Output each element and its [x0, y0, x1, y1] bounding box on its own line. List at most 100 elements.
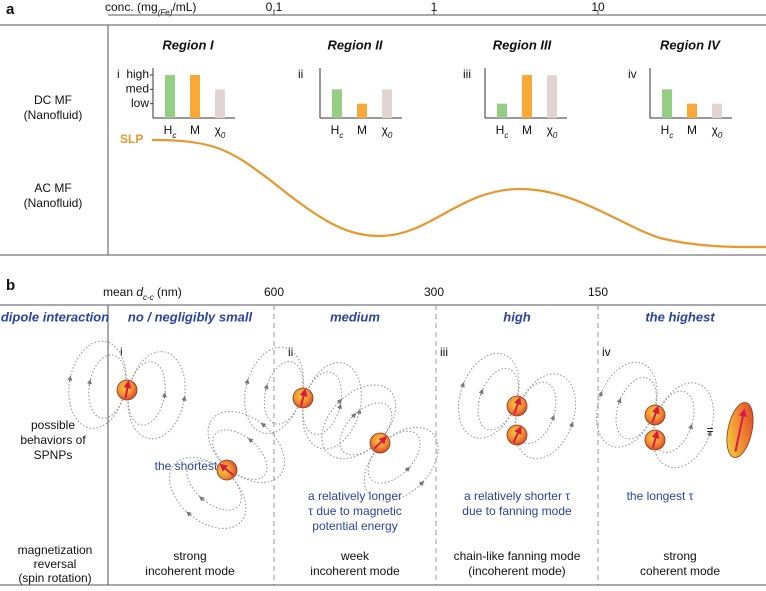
bar-label-part: H — [496, 123, 505, 137]
bar-label-part: c — [172, 131, 176, 140]
field-line — [168, 456, 247, 530]
axis-tick-label: 0.1 — [266, 0, 283, 14]
bar-label-part: χ — [382, 123, 389, 137]
reversal-mode: chain-like fanning mode — [454, 549, 581, 563]
moment-arrow — [219, 463, 234, 476]
bar-label-part: c — [339, 131, 343, 140]
row-label: reversal — [34, 557, 77, 571]
particle — [244, 346, 362, 450]
note: potential energy — [312, 519, 397, 533]
level-label: med — [126, 82, 149, 96]
field-arrow — [247, 437, 254, 444]
bar — [522, 75, 532, 118]
note: the longest τ — [627, 489, 694, 503]
axis-label-part: (nm) — [154, 285, 182, 299]
bar-label-part: H — [164, 123, 173, 137]
region-title: Region II — [328, 37, 383, 52]
row-label: DC MF — [34, 93, 72, 107]
bar-label: χ0 — [215, 123, 226, 139]
field-arrow — [67, 375, 73, 382]
bar-label: Hc — [164, 123, 177, 139]
reversal-mode: strong — [173, 549, 206, 563]
reversal-mode: incoherent mode — [310, 564, 400, 578]
field-arrow — [616, 397, 622, 405]
particle — [644, 429, 666, 451]
axis-tick-label: 300 — [424, 285, 444, 299]
bar — [547, 75, 557, 118]
bar — [712, 103, 722, 118]
bar-label-part: M — [357, 123, 367, 137]
bar-label-part: c — [504, 131, 508, 140]
field-arrow — [336, 398, 343, 405]
bar-label-part: 0 — [388, 131, 393, 140]
column-header: no / negligibly small — [128, 309, 253, 324]
row-label: (Nanofluid) — [24, 108, 83, 122]
field-arrow — [244, 378, 250, 386]
axis-label-part: d — [136, 285, 143, 299]
bar — [497, 103, 507, 118]
axis-label-part: (Fe) — [158, 8, 173, 17]
bar-label-part: χ — [215, 123, 222, 137]
field-arrow — [550, 414, 555, 422]
row-label: possible — [31, 418, 75, 432]
axis-label-part: c-c — [143, 293, 154, 302]
bar-label: Hc — [496, 123, 509, 139]
bar-label: χ0 — [712, 123, 723, 139]
moment-arrow — [512, 425, 522, 443]
row-label: SPNPs — [34, 448, 73, 462]
axis-label: mean dc-c (nm) — [103, 285, 182, 301]
field-arrow — [706, 430, 712, 437]
row-label: magnetization — [18, 543, 93, 557]
bar-label-part: χ — [547, 123, 554, 137]
bar-label: M — [357, 123, 367, 137]
bar-label-part: 0 — [718, 131, 723, 140]
particle — [67, 340, 187, 440]
bar-label-part: H — [661, 123, 670, 137]
axis-label-part: mean — [103, 285, 136, 299]
reversal-mode: strong — [663, 549, 696, 563]
field-arrow — [404, 466, 411, 472]
axis-tick-label: 150 — [588, 285, 608, 299]
level-label: low — [131, 96, 149, 110]
roman-numeral: i — [117, 67, 120, 81]
field-arrow — [199, 496, 205, 502]
equals-sign: = — [706, 423, 713, 437]
field-arrow — [688, 423, 693, 431]
moment-arrow — [513, 396, 522, 414]
particle — [457, 352, 577, 460]
bar-label: M — [190, 123, 200, 137]
merged-particle — [726, 402, 754, 458]
slp-curve — [151, 138, 766, 249]
bar-label-part: χ — [712, 123, 719, 137]
note: τ due to magnetic — [308, 504, 401, 518]
axis-tick-label: 10 — [591, 0, 605, 14]
row-label: (spin rotation) — [18, 571, 91, 585]
field-arrow — [356, 408, 362, 416]
reversal-mode: incoherent mode — [145, 564, 235, 578]
bar — [190, 75, 200, 118]
particle — [321, 384, 439, 502]
moment-arrow — [373, 435, 388, 450]
roman-numeral: i — [120, 345, 123, 359]
note: the shortest τ — [155, 459, 226, 473]
bar-label-part: H — [331, 123, 340, 137]
bar-label-part: c — [669, 131, 673, 140]
region-title: Region III — [493, 37, 552, 52]
field-arrow — [597, 390, 603, 398]
bar-label: Hc — [661, 123, 674, 139]
row-label: dipole interaction — [1, 309, 109, 324]
column-header: medium — [330, 309, 380, 324]
bar — [662, 89, 672, 118]
moment-arrow — [651, 405, 660, 423]
roman-numeral: ii — [298, 67, 303, 81]
reversal-mode: coherent mode — [640, 564, 720, 578]
axis-tick-label: 1 — [431, 0, 438, 14]
bar-label: χ0 — [547, 123, 558, 139]
field-arrow — [186, 511, 192, 517]
particle — [506, 424, 528, 446]
bar-label-part: 0 — [553, 131, 558, 140]
bar-label: χ0 — [382, 123, 393, 139]
field-arrow — [263, 383, 269, 391]
field-arrow — [181, 395, 187, 403]
axis-tick-label: 600 — [264, 285, 284, 299]
